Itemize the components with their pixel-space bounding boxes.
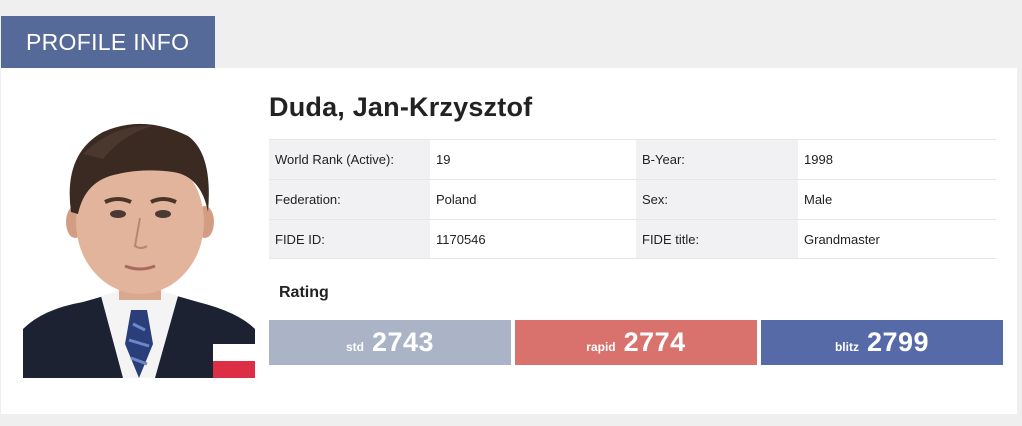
profile-info-table: World Rank (Active): 19 B-Year: 1998 Fed…: [269, 139, 996, 259]
rating-std: std 2743: [269, 320, 511, 365]
rating-blitz: blitz 2799: [761, 320, 1003, 365]
rating-std-label: std: [345, 339, 364, 354]
info-row: Federation: Poland Sex: Male: [269, 179, 996, 219]
fide-title-value: Grandmaster: [798, 220, 996, 258]
world-rank-label: World Rank (Active):: [269, 140, 430, 179]
birth-year-label: B-Year:: [636, 140, 798, 179]
profile-card: Duda, Jan-Krzysztof World Rank (Active):…: [1, 68, 1017, 414]
profile-info-tab[interactable]: PROFILE INFO: [1, 16, 215, 68]
sex-label: Sex:: [636, 180, 798, 219]
federation-value: Poland: [430, 180, 628, 219]
ratings-bar: std 2743 rapid 2774 blitz 2799: [269, 320, 1003, 365]
federation-label: Federation:: [269, 180, 430, 219]
profile-info-tab-label: PROFILE INFO: [26, 28, 190, 55]
rating-rapid-value: 2774: [623, 327, 686, 357]
info-row: World Rank (Active): 19 B-Year: 1998: [269, 139, 996, 179]
rating-blitz-label: blitz: [834, 339, 859, 354]
birth-year-value: 1998: [798, 140, 996, 179]
world-rank-value: 19: [430, 140, 628, 179]
rating-heading: Rating: [279, 284, 329, 301]
info-row: FIDE ID: 1170546 FIDE title: Grandmaster: [269, 219, 996, 259]
rating-rapid: rapid 2774: [515, 320, 757, 365]
fide-id-value: 1170546: [430, 220, 628, 258]
fide-id-label: FIDE ID:: [269, 220, 430, 258]
sex-value: Male: [798, 180, 996, 219]
rating-blitz-value: 2799: [866, 327, 930, 357]
fide-title-label: FIDE title:: [636, 220, 798, 258]
rating-rapid-label: rapid: [586, 339, 616, 354]
player-name: Duda, Jan-Krzysztof: [269, 92, 533, 122]
player-photo: [23, 114, 255, 378]
rating-std-value: 2743: [371, 327, 435, 357]
